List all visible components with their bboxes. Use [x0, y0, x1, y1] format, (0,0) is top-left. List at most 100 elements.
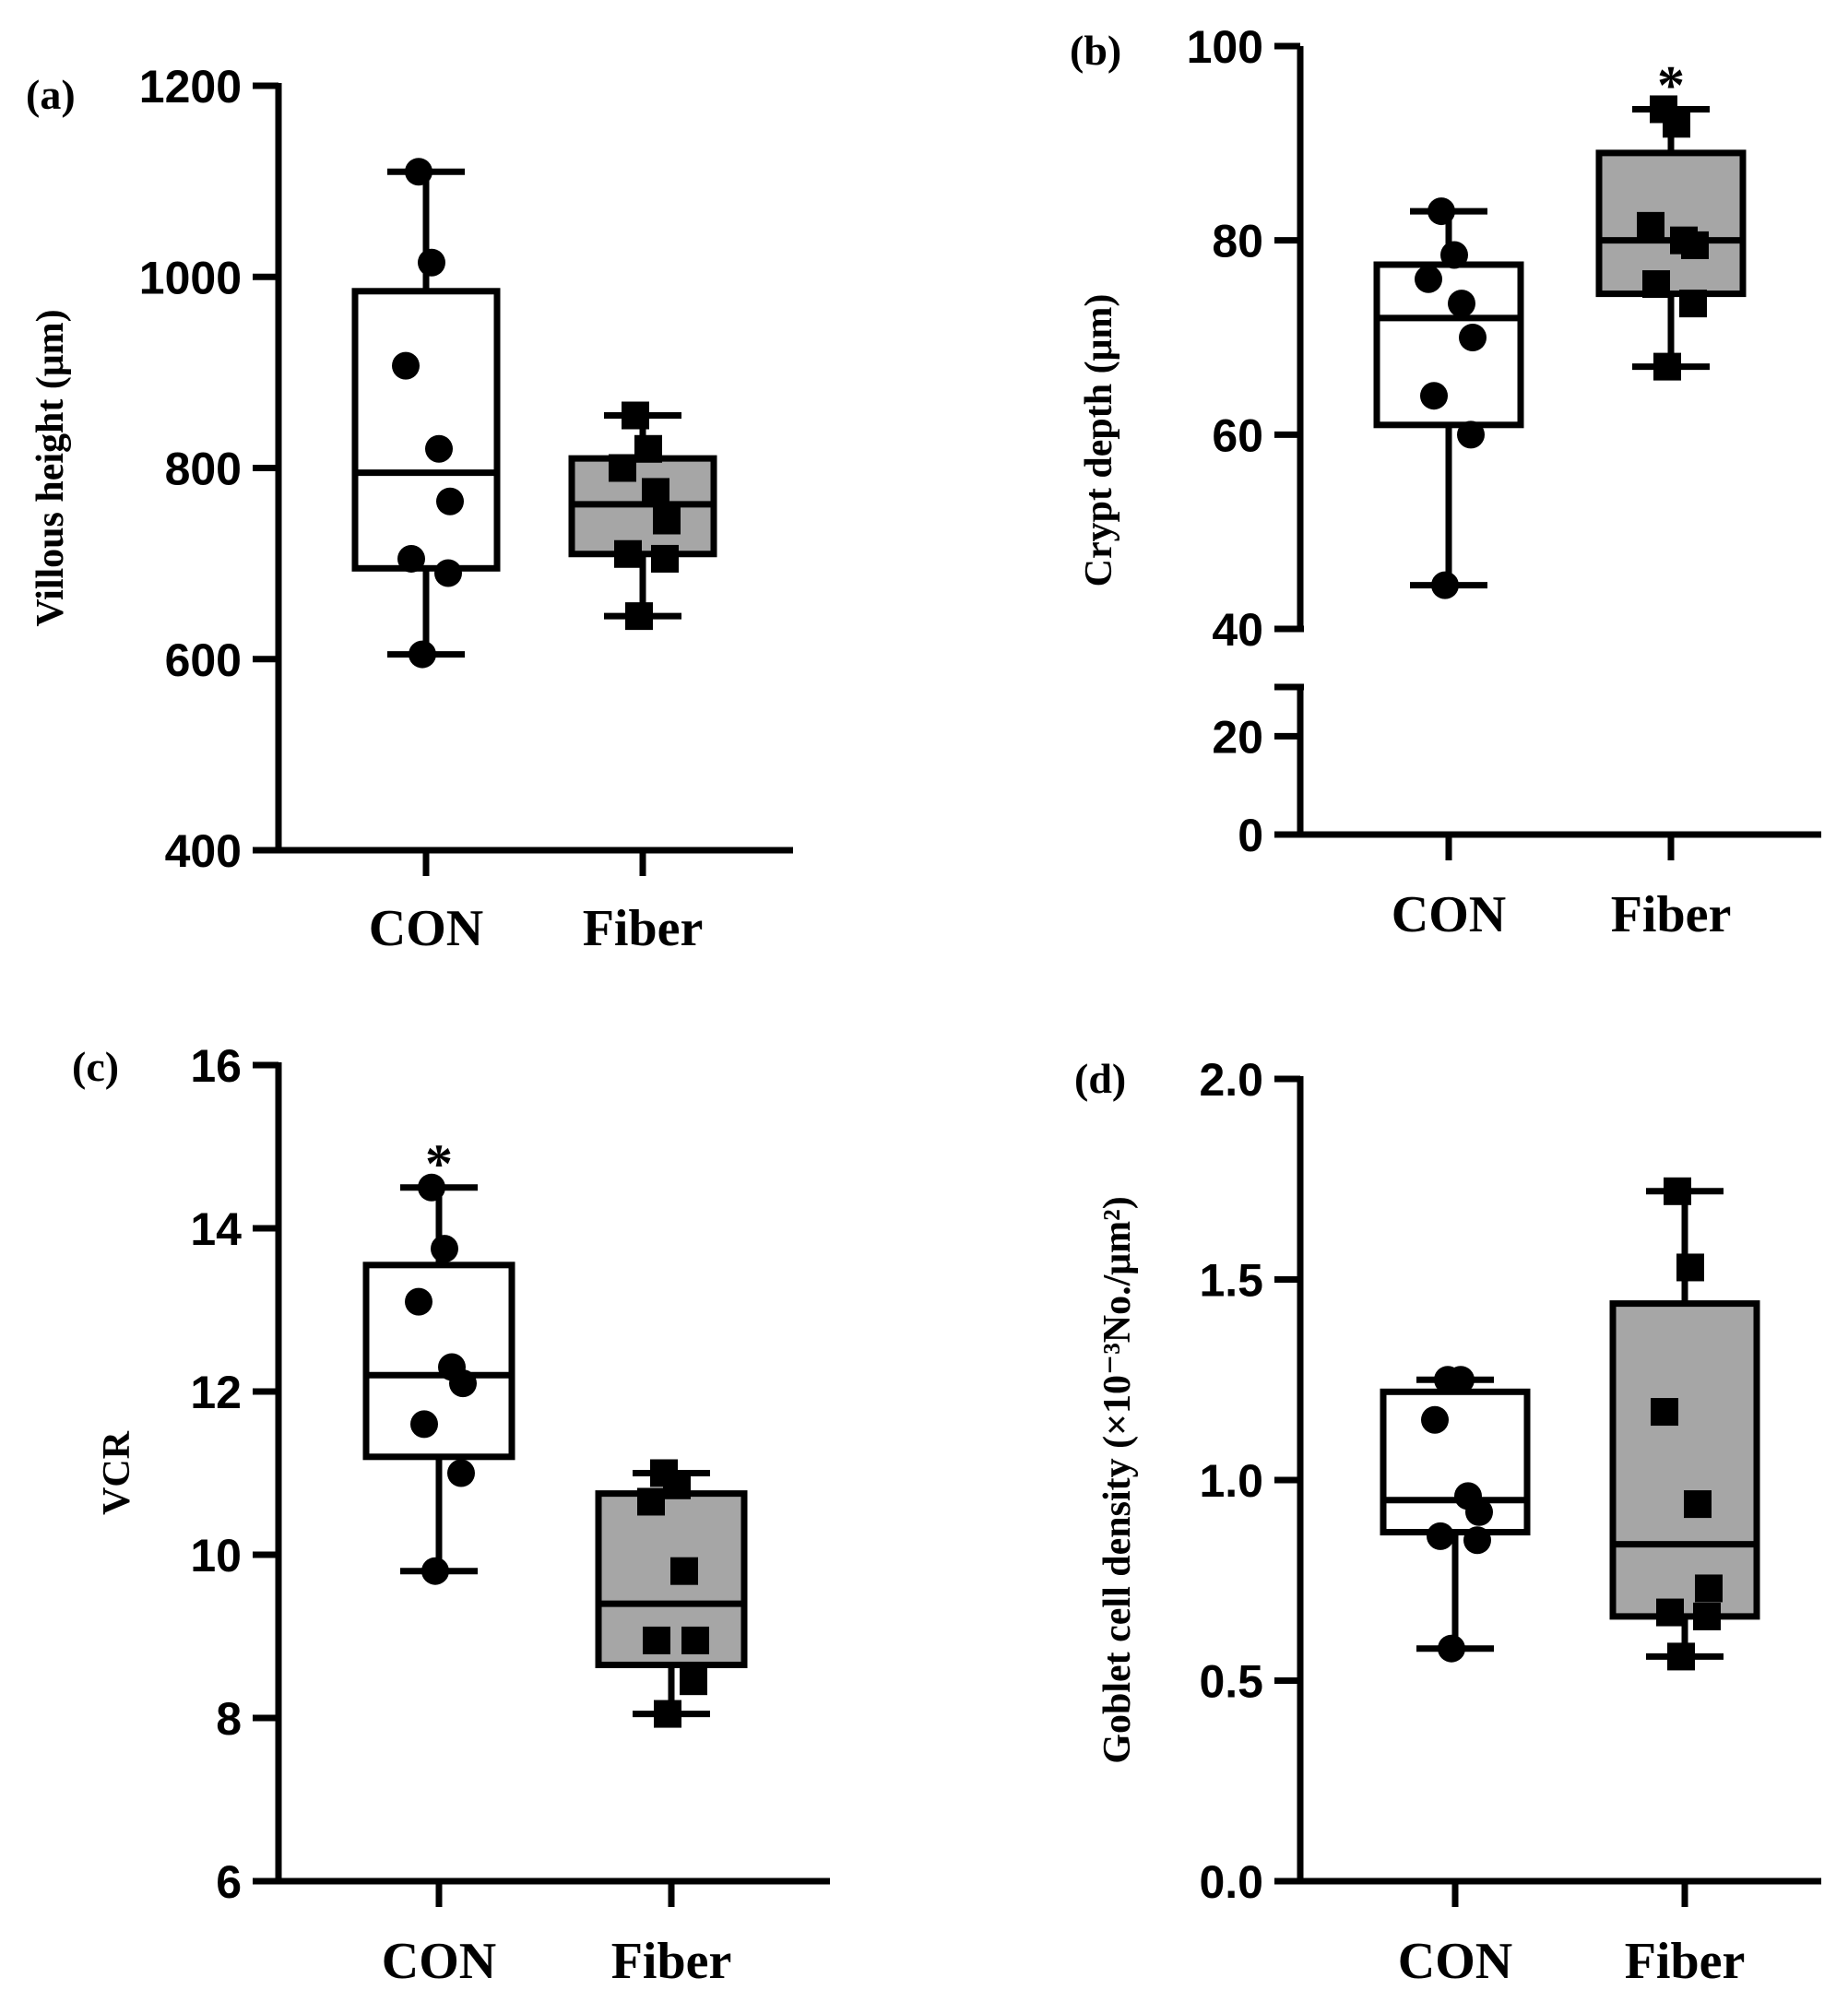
x-category-label: CON	[1392, 886, 1506, 943]
data-point	[1438, 1634, 1465, 1663]
significance-star: *	[425, 1133, 453, 1194]
data-point	[418, 1173, 445, 1202]
data-point	[654, 1700, 681, 1728]
data-point	[1681, 231, 1709, 259]
box	[1380, 1388, 1531, 1536]
panel-label: (a)	[26, 71, 76, 118]
data-point	[634, 434, 662, 463]
data-point	[1663, 110, 1690, 138]
data-point	[1427, 197, 1455, 226]
significance-star: *	[1657, 54, 1685, 115]
data-point	[1693, 1602, 1721, 1630]
y-axis-title: Crypt depth (μm)	[1078, 294, 1120, 587]
data-point	[1427, 1522, 1454, 1550]
y-tick-label: 2.0	[1199, 1054, 1263, 1106]
data-point	[409, 640, 436, 669]
data-point	[1695, 1574, 1723, 1603]
panel-b: (b) 0 20 40 60 80 100 Crypt depth (μm) CON Fiber *	[1070, 21, 1821, 943]
series-con	[351, 158, 501, 669]
data-point	[1664, 1177, 1691, 1205]
y-tick-label: 100	[1187, 21, 1263, 73]
y-tick-label: 0.5	[1199, 1656, 1263, 1708]
y-axis-title: Goblet cell density (×10⁻³No./μm²)	[1096, 1196, 1139, 1763]
y-tick-label: 80	[1212, 216, 1263, 267]
data-point	[1421, 1405, 1449, 1434]
data-point	[1656, 1598, 1684, 1627]
data-point	[642, 478, 669, 506]
data-point	[1637, 211, 1664, 240]
data-point	[447, 1459, 475, 1487]
box	[1373, 261, 1524, 429]
data-point	[392, 351, 420, 380]
y-tick-label: 60	[1212, 409, 1263, 461]
y-axis-title: Villous height (μm)	[30, 309, 72, 626]
panel-label: (b)	[1070, 27, 1121, 74]
y-tick-label: 1000	[139, 252, 242, 303]
data-point	[622, 401, 649, 430]
data-point	[1459, 324, 1487, 351]
y-tick-label: 1.5	[1199, 1255, 1263, 1307]
data-point	[1651, 1398, 1678, 1427]
data-point	[421, 1557, 449, 1585]
series-fiber	[1609, 1177, 1760, 1671]
panel-d: (d) 0.0 0.5 1.0 1.5 2.0 Goblet cell density (×…	[1074, 1054, 1821, 1990]
y-tick-label: 14	[190, 1203, 242, 1255]
y-tick-label: 8	[216, 1693, 242, 1745]
x-category-label: Fiber	[1625, 1933, 1746, 1990]
y-tick-label: 40	[1212, 604, 1263, 656]
series-con	[1373, 197, 1524, 599]
data-point	[663, 1471, 691, 1499]
data-point	[434, 559, 462, 587]
y-tick-label: 0.0	[1199, 1856, 1263, 1908]
box	[1609, 1300, 1760, 1620]
data-point	[1457, 421, 1485, 449]
y-tick-label: 1200	[139, 61, 242, 113]
y-tick-label: 6	[216, 1856, 242, 1908]
y-tick-label: 600	[165, 634, 242, 686]
data-point	[651, 544, 679, 573]
data-point	[1415, 265, 1442, 293]
y-tick-label: 800	[165, 444, 242, 495]
series-fiber	[595, 1459, 748, 1728]
data-point	[1463, 1526, 1491, 1555]
box	[351, 288, 501, 572]
box	[362, 1262, 515, 1461]
data-point	[418, 248, 445, 277]
panel-c: (c) 6 8 10 12 14 16 VCR CON Fiber *	[72, 1040, 830, 1990]
x-category-label: CON	[1398, 1933, 1512, 1990]
y-tick-label: 400	[165, 825, 242, 877]
data-point	[681, 1626, 709, 1654]
y-axis-title: VCR	[96, 1430, 138, 1515]
y-tick-label: 16	[190, 1040, 242, 1092]
data-point	[1447, 1366, 1475, 1394]
data-point	[431, 1235, 458, 1263]
data-point	[405, 158, 432, 186]
data-point	[405, 1287, 432, 1316]
y-tick-label: 0	[1238, 810, 1263, 861]
data-point	[643, 1626, 670, 1654]
panel-a: (a) 400 600 800 1000 1200 Villous height (μm) C…	[26, 61, 793, 957]
data-point	[449, 1369, 477, 1398]
data-point	[680, 1667, 707, 1696]
x-category-label: Fiber	[583, 900, 704, 957]
data-point	[1448, 290, 1475, 318]
data-point	[1667, 1642, 1695, 1671]
panel-label: (d)	[1074, 1055, 1126, 1102]
box	[1595, 149, 1747, 298]
data-point	[1684, 1490, 1712, 1519]
data-point	[614, 539, 642, 568]
y-tick-label: 10	[190, 1530, 242, 1581]
panel-label: (c)	[72, 1043, 119, 1090]
data-point	[1431, 571, 1459, 599]
data-point	[1676, 1253, 1704, 1282]
x-category-label: Fiber	[1611, 886, 1732, 943]
data-point	[637, 1487, 665, 1516]
data-point	[609, 454, 636, 482]
data-point	[1420, 382, 1448, 410]
data-point	[436, 487, 464, 515]
data-point	[625, 602, 653, 631]
data-point	[397, 544, 425, 573]
data-point	[1653, 352, 1681, 381]
data-point	[425, 434, 453, 463]
